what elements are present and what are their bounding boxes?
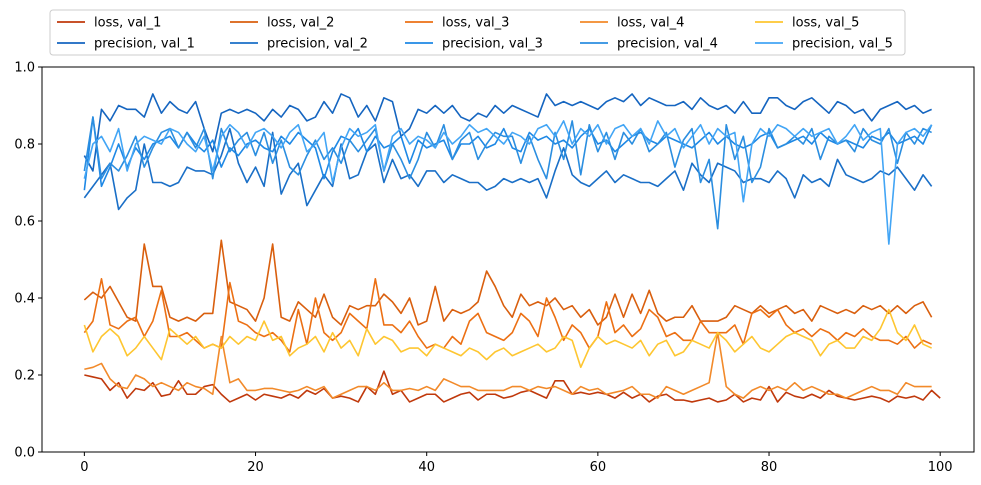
series-line-9 [83,116,932,230]
y-tick-label: 1.0 [14,61,35,76]
y-tick-label: 0.6 [14,215,35,230]
x-tick-label: 0 [80,460,88,475]
series-line-8 [83,116,933,191]
x-tick-label: 40 [418,460,435,475]
series-line-10 [83,120,933,245]
series-line-2 [83,239,933,326]
legend-label: precision, val_1 [94,37,195,52]
legend-label: precision, val_5 [792,37,893,52]
legend-label: loss, val_2 [267,16,334,31]
y-tick-label: 0.8 [14,138,35,153]
series-line-1 [84,370,941,403]
x-tick-label: 100 [928,460,953,475]
y-tick-label: 0.2 [14,369,35,384]
y-tick-label: 0.0 [14,446,35,461]
legend-label: loss, val_3 [442,16,509,31]
plot-area-frame [41,66,975,453]
y-axis-ticks: 0.0 0.2 0.4 0.6 0.8 1.0 [14,61,42,461]
y-tick-label: 0.4 [14,292,35,307]
legend-label: loss, val_1 [94,16,161,31]
x-axis-ticks: 0 20 40 60 80 100 [80,452,953,475]
legend-label: loss, val_5 [792,16,859,31]
legend: loss, val_1 loss, val_2 loss, val_3 loss, v… [49,9,906,56]
series-line-6 [83,93,932,172]
series-line-3 [83,277,932,353]
x-tick-label: 60 [590,460,607,475]
x-tick-label: 20 [247,460,264,475]
legend-label: precision, val_4 [617,37,718,52]
legend-label: precision, val_3 [442,37,543,52]
series-line-4 [84,331,932,399]
series-lines [83,93,941,403]
legend-label: loss, val_4 [617,16,684,31]
legend-frame [49,9,906,56]
series-line-5 [83,308,932,369]
legend-label: precision, val_2 [267,37,368,52]
x-tick-label: 80 [761,460,778,475]
